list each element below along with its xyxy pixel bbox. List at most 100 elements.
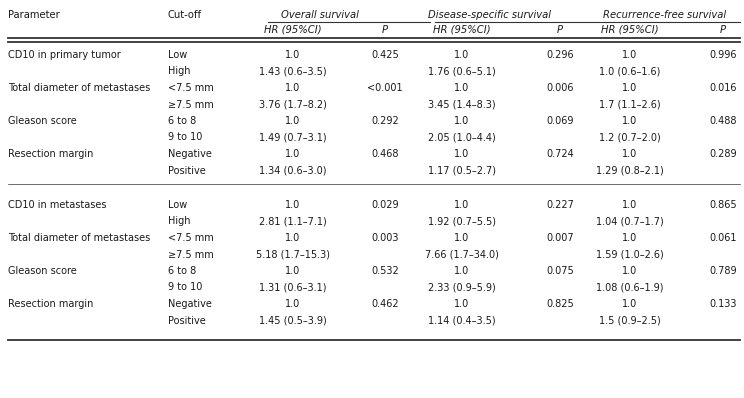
Text: CD10 in metastases: CD10 in metastases	[8, 200, 106, 210]
Text: Resection margin: Resection margin	[8, 299, 94, 309]
Text: 1.0: 1.0	[455, 116, 469, 126]
Text: 1.31 (0.6–3.1): 1.31 (0.6–3.1)	[259, 283, 327, 293]
Text: 0.296: 0.296	[546, 50, 574, 60]
Text: 1.0: 1.0	[286, 83, 301, 93]
Text: 1.0: 1.0	[455, 233, 469, 243]
Text: 1.0: 1.0	[623, 83, 638, 93]
Text: 0.069: 0.069	[546, 116, 574, 126]
Text: 1.0: 1.0	[286, 50, 301, 60]
Text: P: P	[720, 25, 726, 35]
Text: <7.5 mm: <7.5 mm	[168, 83, 214, 93]
Text: 0.724: 0.724	[546, 149, 574, 159]
Text: 2.81 (1.1–7.1): 2.81 (1.1–7.1)	[259, 217, 327, 226]
Text: 1.0: 1.0	[623, 50, 638, 60]
Text: 3.76 (1.7–8.2): 3.76 (1.7–8.2)	[259, 100, 327, 109]
Text: 0.016: 0.016	[709, 83, 737, 93]
Text: 0.789: 0.789	[709, 266, 737, 276]
Text: 1.0: 1.0	[455, 50, 469, 60]
Text: 1.14 (0.4–3.5): 1.14 (0.4–3.5)	[429, 316, 496, 326]
Text: 1.0: 1.0	[286, 266, 301, 276]
Text: 1.49 (0.7–3.1): 1.49 (0.7–3.1)	[259, 133, 327, 142]
Text: 1.34 (0.6–3.0): 1.34 (0.6–3.0)	[259, 166, 327, 176]
Text: 0.532: 0.532	[371, 266, 399, 276]
Text: 9 to 10: 9 to 10	[168, 133, 202, 142]
Text: 0.029: 0.029	[371, 200, 399, 210]
Text: 0.003: 0.003	[371, 233, 399, 243]
Text: 1.45 (0.5–3.9): 1.45 (0.5–3.9)	[259, 316, 327, 326]
Text: 1.0: 1.0	[623, 233, 638, 243]
Text: Gleason score: Gleason score	[8, 266, 77, 276]
Text: Overall survival: Overall survival	[281, 10, 359, 20]
Text: 1.5 (0.9–2.5): 1.5 (0.9–2.5)	[599, 316, 661, 326]
Text: 1.0: 1.0	[286, 200, 301, 210]
Text: 7.66 (1.7–34.0): 7.66 (1.7–34.0)	[425, 250, 499, 259]
Text: 6 to 8: 6 to 8	[168, 116, 196, 126]
Text: <7.5 mm: <7.5 mm	[168, 233, 214, 243]
Text: 1.7 (1.1–2.6): 1.7 (1.1–2.6)	[599, 100, 661, 109]
Text: 0.061: 0.061	[709, 233, 737, 243]
Text: 1.0 (0.6–1.6): 1.0 (0.6–1.6)	[600, 66, 661, 76]
Text: 1.0: 1.0	[623, 116, 638, 126]
Text: 0.996: 0.996	[709, 50, 737, 60]
Text: 9 to 10: 9 to 10	[168, 283, 202, 293]
Text: 1.0: 1.0	[455, 266, 469, 276]
Text: ≥7.5 mm: ≥7.5 mm	[168, 250, 214, 259]
Text: HR (95%CI): HR (95%CI)	[264, 25, 322, 35]
Text: Total diameter of metastases: Total diameter of metastases	[8, 233, 150, 243]
Text: 1.0: 1.0	[623, 299, 638, 309]
Text: HR (95%CI): HR (95%CI)	[433, 25, 491, 35]
Text: 1.17 (0.5–2.7): 1.17 (0.5–2.7)	[428, 166, 496, 176]
Text: <0.001: <0.001	[368, 83, 403, 93]
Text: Negative: Negative	[168, 149, 212, 159]
Text: Gleason score: Gleason score	[8, 116, 77, 126]
Text: 0.825: 0.825	[546, 299, 574, 309]
Text: 0.133: 0.133	[709, 299, 737, 309]
Text: P: P	[382, 25, 388, 35]
Text: 6 to 8: 6 to 8	[168, 266, 196, 276]
Text: ≥7.5 mm: ≥7.5 mm	[168, 100, 214, 109]
Text: Parameter: Parameter	[8, 10, 60, 20]
Text: 0.468: 0.468	[371, 149, 399, 159]
Text: 1.08 (0.6–1.9): 1.08 (0.6–1.9)	[596, 283, 664, 293]
Text: Negative: Negative	[168, 299, 212, 309]
Text: 1.04 (0.7–1.7): 1.04 (0.7–1.7)	[596, 217, 664, 226]
Text: 3.45 (1.4–8.3): 3.45 (1.4–8.3)	[429, 100, 496, 109]
Text: 0.425: 0.425	[371, 50, 399, 60]
Text: Recurrence-free survival: Recurrence-free survival	[603, 10, 727, 20]
Text: 0.227: 0.227	[546, 200, 574, 210]
Text: 0.488: 0.488	[709, 116, 737, 126]
Text: 1.0: 1.0	[623, 149, 638, 159]
Text: Positive: Positive	[168, 316, 206, 326]
Text: CD10 in primary tumor: CD10 in primary tumor	[8, 50, 121, 60]
Text: Low: Low	[168, 200, 187, 210]
Text: High: High	[168, 66, 190, 76]
Text: 0.075: 0.075	[546, 266, 574, 276]
Text: Positive: Positive	[168, 166, 206, 176]
Text: 1.0: 1.0	[455, 149, 469, 159]
Text: 1.0: 1.0	[455, 200, 469, 210]
Text: 1.43 (0.6–3.5): 1.43 (0.6–3.5)	[259, 66, 327, 76]
Text: Resection margin: Resection margin	[8, 149, 94, 159]
Text: 1.0: 1.0	[623, 266, 638, 276]
Text: Cut-off: Cut-off	[168, 10, 202, 20]
Text: High: High	[168, 217, 190, 226]
Text: HR (95%CI): HR (95%CI)	[601, 25, 659, 35]
Text: 0.006: 0.006	[546, 83, 574, 93]
Text: 1.0: 1.0	[286, 299, 301, 309]
Text: P: P	[557, 25, 563, 35]
Text: 1.59 (1.0–2.6): 1.59 (1.0–2.6)	[596, 250, 664, 259]
Text: 1.0: 1.0	[286, 233, 301, 243]
Text: 1.2 (0.7–2.0): 1.2 (0.7–2.0)	[599, 133, 661, 142]
Text: 0.462: 0.462	[371, 299, 399, 309]
Text: 0.292: 0.292	[371, 116, 399, 126]
Text: 2.33 (0.9–5.9): 2.33 (0.9–5.9)	[428, 283, 496, 293]
Text: 0.289: 0.289	[709, 149, 737, 159]
Text: Disease-specific survival: Disease-specific survival	[429, 10, 551, 20]
Text: 1.0: 1.0	[623, 200, 638, 210]
Text: Total diameter of metastases: Total diameter of metastases	[8, 83, 150, 93]
Text: 1.0: 1.0	[455, 299, 469, 309]
Text: 2.05 (1.0–4.4): 2.05 (1.0–4.4)	[428, 133, 496, 142]
Text: 5.18 (1.7–15.3): 5.18 (1.7–15.3)	[256, 250, 330, 259]
Text: 1.76 (0.6–5.1): 1.76 (0.6–5.1)	[428, 66, 496, 76]
Text: 0.007: 0.007	[546, 233, 574, 243]
